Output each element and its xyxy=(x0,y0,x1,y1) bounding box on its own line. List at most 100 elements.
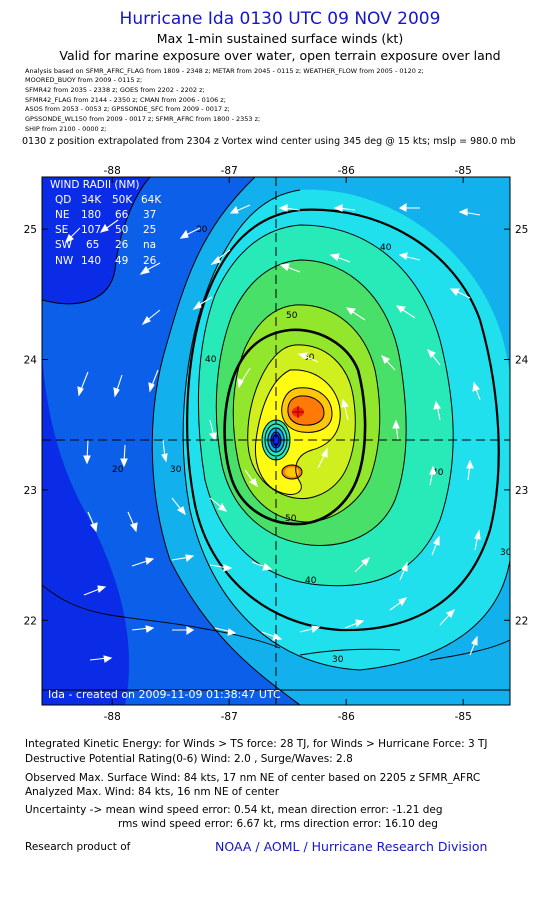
y-tick-label: 23 xyxy=(24,485,37,497)
wind-vector-arrow xyxy=(354,556,371,573)
wind-vector-arrow xyxy=(395,305,416,319)
x-tick-label: -85 xyxy=(455,165,472,177)
map-axes: -88 -88 -87 -87 -86 -86 -85 -85 22 22 23 23 24 24 25 25 xyxy=(24,165,529,723)
wind-radii-header-cell: 50K xyxy=(112,194,133,206)
wind-radii-cell: NE xyxy=(55,209,70,221)
wind-vector-arrow xyxy=(77,371,89,397)
wind-vector-arrow xyxy=(449,288,471,299)
wind-radii-header-cell: 34K xyxy=(81,194,102,206)
y-tick-label: 23 xyxy=(515,485,528,497)
wind-vector-arrow xyxy=(341,398,350,421)
contour-line-64kt xyxy=(223,328,367,526)
observed-max-line: Observed Max. Surface Wind: 84 kts, 17 n… xyxy=(25,772,481,784)
x-tick-label: -88 xyxy=(104,711,121,723)
wind-vector-arrow xyxy=(251,561,273,571)
uncertainty-rms-line: rms wind speed error: 6.67 kt, rms direc… xyxy=(118,818,438,830)
max-wind-marker xyxy=(292,406,304,418)
wind-vector-arrow xyxy=(131,625,155,633)
wind-vector-arrow xyxy=(278,204,301,212)
source-line: SFMR42 from 2035 - 2338 z; GOES from 220… xyxy=(25,86,205,94)
wind-vector-arrow xyxy=(208,419,217,442)
x-tick-label: -85 xyxy=(455,711,472,723)
x-tick-label: -87 xyxy=(221,711,238,723)
wind-radii-cell: 37 xyxy=(143,209,156,221)
wind-vector-arrow xyxy=(389,597,408,611)
wind-radii-cell: 140 xyxy=(81,255,101,267)
wind-vector-arrow xyxy=(131,557,155,567)
wind-vector-arrow xyxy=(237,367,251,389)
wind-vector-arrow xyxy=(345,307,366,321)
wind-radii-cell: 26 xyxy=(115,239,129,251)
wind-vector-arrow xyxy=(192,296,213,310)
wind-vector-arrow xyxy=(244,469,258,488)
wind-vector-arrow xyxy=(87,511,98,533)
wind-radii-header-cell: 64K xyxy=(141,194,162,206)
contour-label: 50 xyxy=(286,311,298,321)
creation-watermark: Ida - created on 2009-11-09 01:38:47 UTC xyxy=(48,688,281,701)
wind-vector-arrow xyxy=(299,625,321,634)
wind-vector-arrow xyxy=(229,204,251,214)
wind-vector-arrow xyxy=(344,619,365,629)
map-subtitle: Max 1-min sustained surface winds (kt) xyxy=(156,31,404,46)
contour-line-34kt xyxy=(186,208,500,632)
wind-radii-cell: 50 xyxy=(115,224,128,236)
wind-vector-arrow xyxy=(431,535,440,556)
wind-radii-cell: NW xyxy=(55,255,74,267)
wind-radii-cell: 180 xyxy=(81,209,101,221)
wind-vector-arrow xyxy=(179,227,201,239)
wind-vector-arrow xyxy=(171,554,195,563)
wind-radii-cell: 66 xyxy=(115,209,129,221)
wind-radii-cell: SW xyxy=(55,239,73,251)
contour-label: 50 xyxy=(285,514,297,524)
validity-note: Valid for marine exposure over water, op… xyxy=(59,48,501,63)
coastline-cuba xyxy=(42,584,510,691)
wind-vector-arrow xyxy=(398,202,420,212)
contour-label: 20 xyxy=(112,465,124,475)
wind-vector-arrow xyxy=(398,252,421,261)
wind-vector-arrow xyxy=(172,626,195,636)
wind-radii-cell: 65 xyxy=(86,239,99,251)
wind-radii-cell: 49 xyxy=(115,255,128,267)
wind-vector-arrow xyxy=(261,631,283,641)
wind-field: 20 30 30 40 40 40 40 50 50 60 30 30 xyxy=(42,177,512,705)
source-line: SHIP from 2100 - 0000 z; xyxy=(25,125,107,133)
x-tick-label: -88 xyxy=(104,165,121,177)
x-tick-label: -86 xyxy=(338,711,355,723)
wind-vectors xyxy=(64,202,481,663)
wind-vector-arrow xyxy=(99,219,119,233)
wind-vector-arrow xyxy=(64,227,81,244)
x-tick-label: -86 xyxy=(338,165,355,177)
wind-vector-arrow xyxy=(279,263,301,273)
contour-label: 40 xyxy=(432,468,444,478)
position-note: 0130 z position extrapolated from 2304 z… xyxy=(22,136,516,147)
y-tick-label: 25 xyxy=(515,224,528,236)
contour-label: 30 xyxy=(500,548,512,558)
wind-vector-arrow xyxy=(209,564,233,572)
y-tick-label: 24 xyxy=(515,355,529,367)
wind-vector-arrow xyxy=(214,627,237,636)
y-tick-label: 24 xyxy=(24,355,38,367)
contour-label: 40 xyxy=(305,576,317,586)
wind-radii-cell: 26 xyxy=(143,255,157,267)
wind-radii-table: WIND RADII (NM) QD 34K 50K 64K NE 180 66… xyxy=(50,179,162,267)
wind-vector-arrow xyxy=(380,354,396,371)
wind-vector-arrow xyxy=(458,208,481,216)
wind-vector-arrow xyxy=(429,465,437,486)
wind-vector-arrow xyxy=(120,444,128,468)
source-line: ASOS from 2053 - 0053 z; GPSSONDE_SFC fr… xyxy=(25,105,230,113)
y-tick-label: 22 xyxy=(515,615,528,627)
source-line: GPSSONDE_WL150 from 2009 - 0017 z; SFMR_… xyxy=(25,115,261,123)
wind-vector-arrow xyxy=(209,497,228,512)
wind-radii-cell: SE xyxy=(55,224,68,236)
wind-vector-arrow xyxy=(83,439,91,465)
wind-vector-arrow xyxy=(171,497,186,516)
source-line: SFMR42_FLAG from 2144 - 2350 z; CMAN fro… xyxy=(25,96,226,104)
wind-vector-arrow xyxy=(210,249,231,265)
wind-vector-arrow xyxy=(113,374,123,398)
page-title: Hurricane Ida 0130 UTC 09 NOV 2009 xyxy=(119,9,441,29)
wind-vector-arrow xyxy=(148,369,159,393)
wind-vector-arrow xyxy=(472,381,481,401)
wind-vector-arrow xyxy=(127,511,138,533)
wind-vector-arrow xyxy=(439,608,456,626)
